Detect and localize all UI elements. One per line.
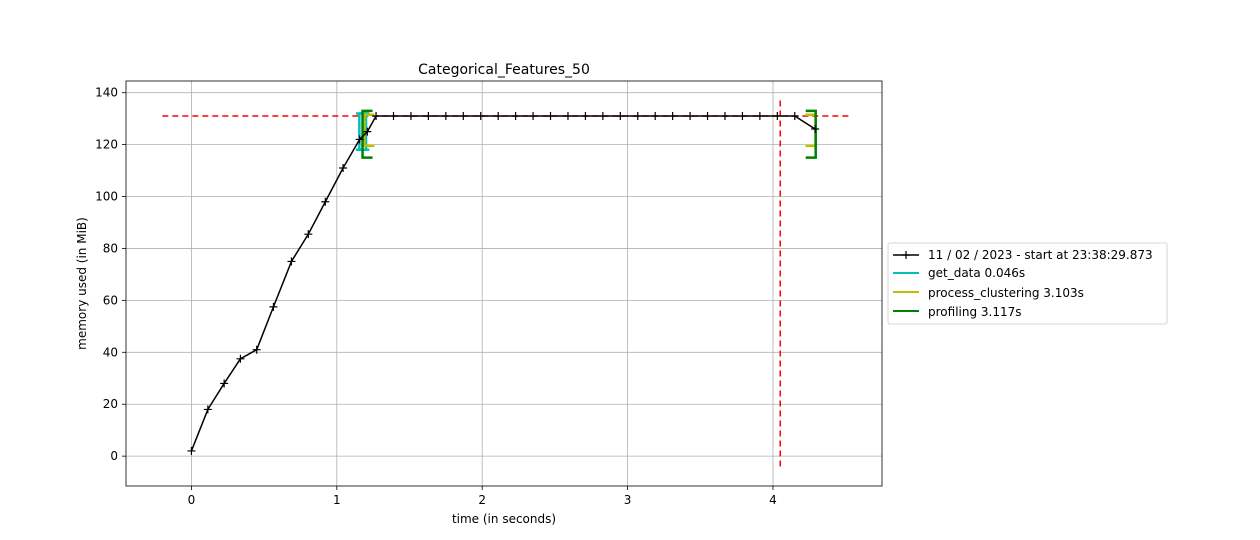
- data-point: [304, 230, 313, 239]
- x-axis-ticks: 0 1 2 3 4: [188, 486, 777, 507]
- y-tick-label: 40: [103, 345, 118, 359]
- data-point: [511, 112, 520, 121]
- legend-entry-process-clustering: process_clustering 3.103s: [893, 286, 1084, 300]
- memory-series: [187, 112, 820, 455]
- legend-entry-memory: 11 / 02 / 2023 - start at 23:38:29.873: [893, 248, 1153, 262]
- data-point: [220, 379, 229, 388]
- legend: 11 / 02 / 2023 - start at 23:38:29.873 g…: [887, 242, 1168, 325]
- bracket-start-profiling: [361, 109, 373, 159]
- data-point: [287, 257, 296, 266]
- legend-label-process-clustering: process_clustering 3.103s: [928, 286, 1084, 300]
- data-point: [441, 112, 450, 121]
- data-point: [738, 112, 747, 121]
- data-point: [236, 354, 245, 363]
- data-point: [203, 405, 212, 414]
- data-point: [651, 112, 660, 121]
- data-point: [424, 112, 433, 121]
- data-point: [581, 112, 590, 121]
- data-point: [494, 112, 503, 121]
- data-point: [372, 112, 381, 121]
- bracket-end-process-clustering: [805, 113, 817, 148]
- data-point: [811, 125, 820, 134]
- data-point: [459, 112, 468, 121]
- data-point: [406, 112, 415, 121]
- data-point: [546, 112, 555, 121]
- legend-label-get-data: get_data 0.046s: [928, 266, 1025, 280]
- x-tick-label: 1: [333, 493, 341, 507]
- x-axis-label: time (in seconds): [452, 512, 556, 526]
- y-tick-label: 80: [103, 241, 118, 255]
- x-tick-label: 2: [478, 493, 486, 507]
- x-tick-label: 0: [188, 493, 196, 507]
- data-point: [616, 112, 625, 121]
- x-tick-label: 4: [769, 493, 777, 507]
- data-point: [476, 112, 485, 121]
- y-axis-ticks: 0 20 40 60 80 100 120 140: [95, 86, 126, 463]
- data-point: [773, 112, 782, 121]
- x-tick-label: 3: [624, 493, 632, 507]
- legend-label-memory: 11 / 02 / 2023 - start at 23:38:29.873: [928, 248, 1153, 262]
- data-point: [563, 112, 572, 121]
- legend-box: [887, 242, 1168, 325]
- y-tick-label: 100: [95, 190, 118, 204]
- data-point: [703, 112, 712, 121]
- data-point: [269, 302, 278, 311]
- data-point: [755, 112, 764, 121]
- chart-title: Categorical_Features_50: [418, 62, 590, 78]
- data-point: [187, 446, 196, 455]
- grid-lines: [126, 81, 882, 486]
- y-tick-label: 60: [103, 293, 118, 307]
- data-point: [720, 112, 729, 121]
- legend-label-profiling: profiling 3.117s: [928, 305, 1022, 319]
- data-point: [633, 112, 642, 121]
- reference-lines: [162, 100, 849, 467]
- data-point: [355, 135, 364, 144]
- legend-entry-profiling: profiling 3.117s: [893, 305, 1022, 319]
- y-tick-label: 120: [95, 138, 118, 152]
- data-point: [321, 197, 330, 206]
- y-tick-label: 0: [110, 449, 118, 463]
- legend-entry-get-data: get_data 0.046s: [893, 266, 1025, 280]
- bracket-start-process-clustering: [363, 113, 375, 148]
- data-point: [529, 112, 538, 121]
- data-point: [598, 112, 607, 121]
- bracket-end-profiling: [805, 109, 817, 159]
- data-point: [790, 112, 799, 121]
- y-tick-label: 140: [95, 86, 118, 100]
- data-point: [252, 345, 261, 354]
- data-point: [686, 112, 695, 121]
- y-axis-label: memory used (in MiB): [75, 217, 89, 350]
- data-point: [389, 112, 398, 121]
- y-tick-label: 20: [103, 397, 118, 411]
- data-point: [339, 163, 348, 172]
- data-point: [363, 127, 372, 136]
- data-point: [668, 112, 677, 121]
- memory-line: [190, 115, 816, 452]
- plot-frame: [125, 80, 883, 487]
